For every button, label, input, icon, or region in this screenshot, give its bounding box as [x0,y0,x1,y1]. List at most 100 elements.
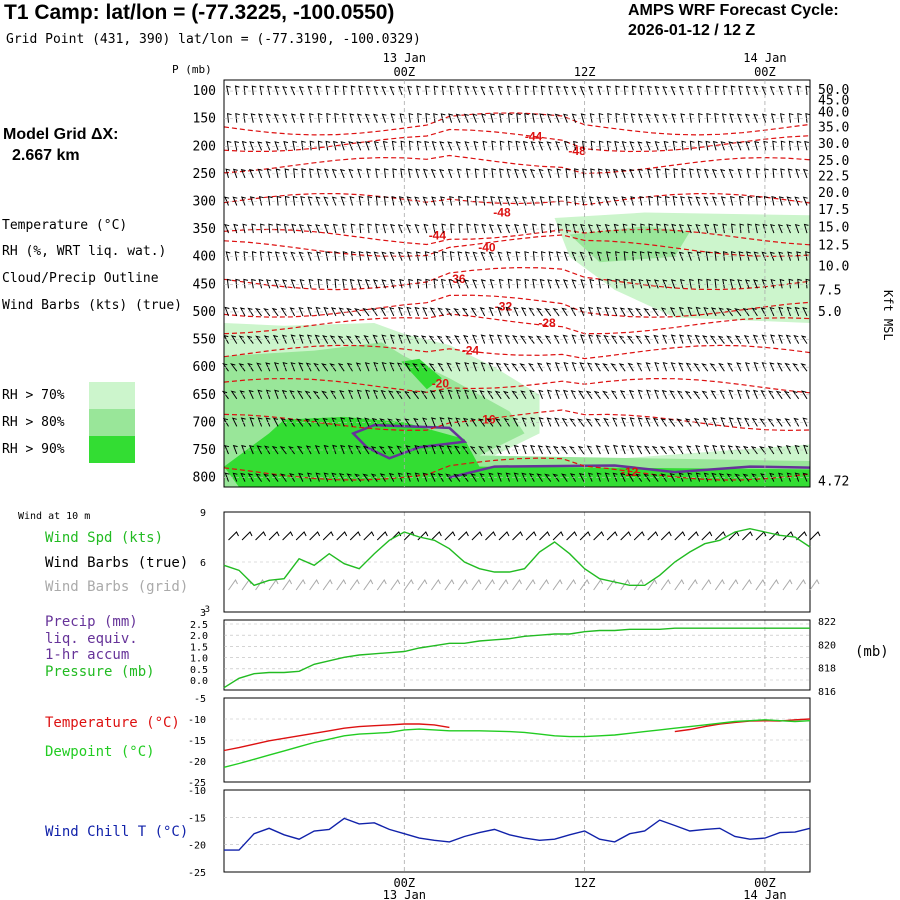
wind-barb [274,251,280,261]
wind-barb [398,334,404,344]
wind-barb [496,224,502,234]
wind-barb [447,168,453,179]
wind-barb [472,113,478,123]
wind-barb [805,113,811,123]
wind-barb [251,223,257,234]
wind-barb [645,362,651,372]
wind-barb [399,278,404,289]
wind-barb [786,472,792,482]
wind-barb [800,363,808,372]
wind-barb [706,278,712,289]
wind-barb [265,362,271,372]
wind-barb [472,279,478,289]
wind-barb [241,140,247,151]
windchill-y-tick: -25 [188,868,206,879]
wind-barb [794,223,800,234]
wind-barb [356,389,362,399]
wind-barb [362,307,370,317]
wind-barb [334,251,339,261]
wind-barb [636,445,643,455]
wind-barb [701,390,709,400]
wind-barb [602,363,610,372]
wind-barb [375,223,380,234]
wind-barb [241,531,253,541]
forecast-cycle-label: AMPS WRF Forecast Cycle: [628,2,839,19]
wind-barb [440,113,446,123]
wind-barb [794,306,800,317]
wind-barb [497,196,503,206]
wind-barb [350,251,356,261]
wind-barb [282,279,288,289]
wind-barb [635,307,643,317]
wind-barb [571,361,577,372]
wind-barb [472,251,478,261]
wind-barb [552,445,560,455]
wind-barb [458,223,464,234]
wind-barb [458,195,463,206]
wind-barb [744,417,750,427]
wind-barb [607,278,612,289]
isotherm-line [223,128,811,153]
wind-barb [718,362,725,372]
isotherm-line [223,344,811,360]
wind-barb [678,223,684,234]
height-tick-label: 40.0 [818,105,849,120]
wind-barb [454,335,461,344]
wind-barb [238,363,246,372]
grid-wind-barb [403,579,414,591]
pressure-label: Pressure (mb) [45,664,155,680]
wind-barb [440,278,446,289]
wind-barb [652,417,659,427]
wind-barb [464,85,470,96]
wind-barb [268,531,280,541]
wind-barb [458,531,469,541]
wind-barb [563,251,569,261]
wind-barb [538,168,544,179]
grid-wind-barb [552,579,563,591]
temperature-line [223,718,811,752]
wind-barb [528,307,535,317]
wind-barb [489,279,495,289]
wind-barb [483,168,488,178]
wind-barb [713,223,719,234]
wind-barb [444,531,456,541]
wind-barb [678,362,684,372]
wind-barb [334,278,340,289]
wind-barb [494,390,502,400]
wind-barb [557,195,563,206]
wind-barb [751,473,758,482]
wind-barb [359,223,364,234]
wind-barb [660,418,667,427]
wind-barb [521,196,527,206]
wind-barb [224,306,230,317]
wind-barb [703,196,709,206]
wind-barb [222,362,229,372]
grid-wind-barb [579,579,590,591]
wind-barb [505,306,511,317]
wind-barb [778,196,784,206]
wind-barb [568,445,576,455]
wind-barb [317,113,323,123]
wind-barb [336,531,348,541]
wind-barb [306,472,312,482]
wind-barb [744,362,750,372]
wind-barb [573,140,578,151]
wind-barb [720,168,726,179]
wind-barb [449,251,455,261]
wind-barb [532,223,537,234]
wind-barb [752,389,758,399]
wind-barb [482,195,488,206]
wind-barb [778,251,784,261]
wind-barb [670,85,676,96]
wind-barb [728,141,734,151]
wind-barb [296,445,304,455]
wind-barb [672,140,678,151]
wind-barb [654,251,660,261]
windchill-line [224,817,811,851]
wind-barb [462,417,469,427]
wind-barb [291,223,297,234]
grid-wind-barb [796,579,806,591]
wind-barb [598,140,604,151]
wind-barb [414,444,420,455]
wind-barb [786,224,792,234]
